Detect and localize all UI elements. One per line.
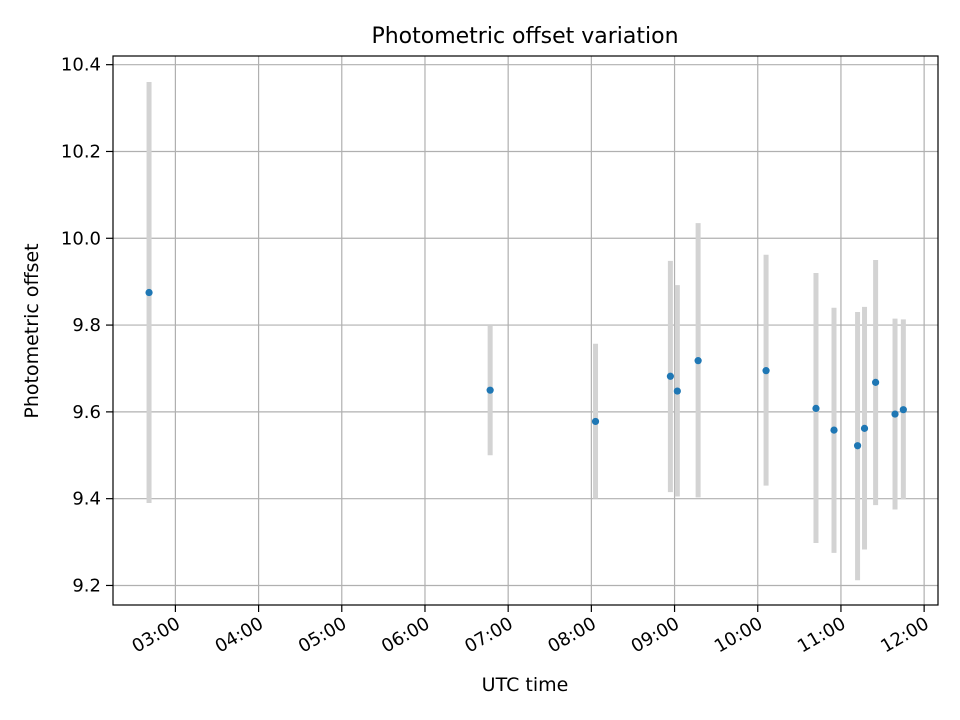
x-axis: 03:00 04:00 05:00 06:00 07:00 08:00 09:00 10:00… [128,605,933,657]
x-tick-label: 04:00 [212,613,267,657]
data-point [673,387,681,395]
data-point [860,424,869,432]
data-point [694,357,702,365]
x-tick-label: 11:00 [794,613,849,657]
data-point [872,378,880,386]
plot-frame [112,55,939,606]
data-point [830,426,838,434]
y-tick-label: 10.0 [61,228,101,249]
y-tick-label: 9.4 [72,489,101,510]
y-axis: 9.2 9.4 9.6 9.8 10.0 10.2 10.4 [61,55,113,596]
error-bars [146,82,906,581]
grid [113,56,938,605]
x-tick-label: 07:00 [461,613,516,657]
x-tick-label: 08:00 [544,613,599,657]
y-tick-label: 9.6 [72,402,101,423]
x-tick-label: 12:00 [877,613,932,657]
data-points [145,288,907,450]
x-tick-label: 03:00 [128,613,183,657]
x-tick-label: 10:00 [711,613,766,657]
data-point [891,410,899,418]
data-point [899,406,907,414]
x-tick-label: 06:00 [378,613,433,657]
data-point [666,372,674,380]
chart-title: Photometric offset variation [371,24,678,49]
y-tick-label: 9.2 [72,575,101,596]
data-point [812,404,820,413]
y-tick-label: 10.2 [61,141,101,162]
x-axis-label: UTC time [482,674,569,696]
y-tick-label: 10.4 [61,55,101,76]
data-point [145,288,153,297]
y-tick-label: 9.8 [72,315,101,336]
data-point [853,442,862,450]
data-point [591,417,600,426]
x-tick-label: 05:00 [295,613,350,657]
x-tick-label: 09:00 [628,613,683,657]
data-point [762,367,770,375]
data-point [486,386,494,394]
y-axis-label: Photometric offset [21,243,43,418]
